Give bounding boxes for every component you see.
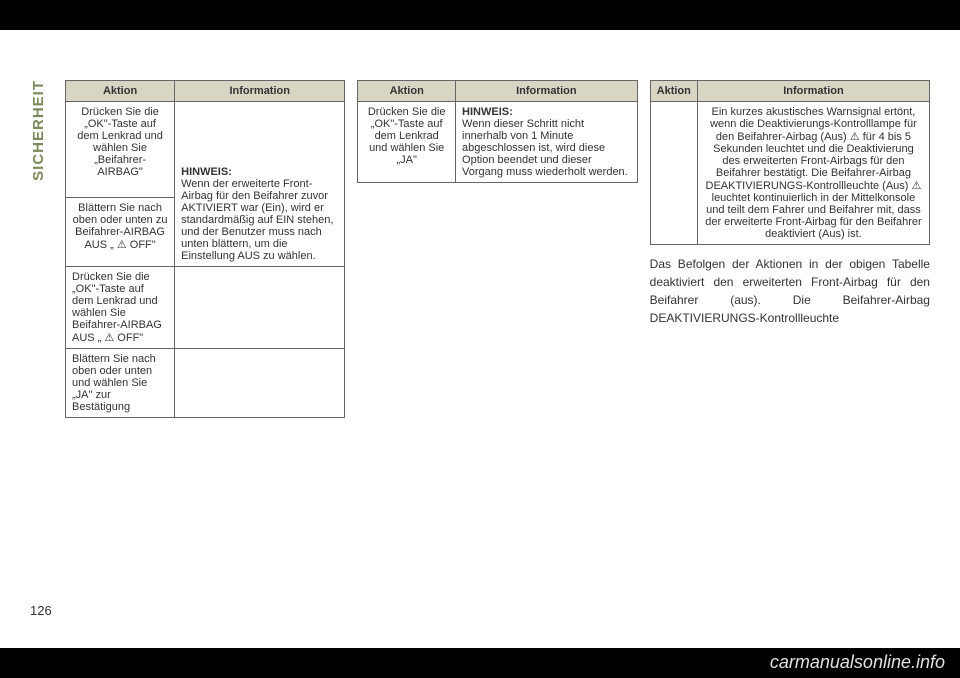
info-cell: Ein kurzes akustisches Warnsignal ertönt… [697, 102, 929, 245]
info-cell: HINWEIS: Wenn der erweiterte Front-Airba… [175, 102, 345, 267]
column-2: Aktion Information Drücken Sie die „OK"-… [357, 80, 637, 418]
col-header-information: Information [456, 81, 638, 102]
aktion-cell: Drücken Sie die „OK"-Taste auf dem Lenkr… [358, 102, 456, 183]
col-header-aktion: Aktion [66, 81, 175, 102]
manual-page: SICHERHEIT Aktion Information Drücken Si… [0, 30, 960, 648]
hinweis-label: HINWEIS: [462, 106, 513, 118]
table-2: Aktion Information Drücken Sie die „OK"-… [357, 80, 637, 183]
col-header-information: Information [175, 81, 345, 102]
col-header-information: Information [697, 81, 929, 102]
table-3: Aktion Information Ein kurzes akustische… [650, 80, 930, 245]
content-columns: Aktion Information Drücken Sie die „OK"-… [65, 80, 930, 418]
table-header-row: Aktion Information [650, 81, 929, 102]
info-cell: HINWEIS: Wenn dieser Schritt nicht inner… [456, 102, 638, 183]
hinweis-label: HINWEIS: [181, 166, 232, 178]
page-number: 126 [30, 603, 52, 618]
section-label: SICHERHEIT [30, 80, 47, 181]
info-cell [175, 267, 345, 349]
aktion-cell: Drücken Sie die „OK"-Taste auf dem Lenkr… [66, 102, 175, 198]
info-cell [175, 349, 345, 418]
table-header-row: Aktion Information [66, 81, 345, 102]
aktion-cell [650, 102, 697, 245]
table-row: Blättern Sie nach oben oder unten und wä… [66, 349, 345, 418]
table-header-row: Aktion Information [358, 81, 637, 102]
info-text: Wenn der erweiterte Front-Airbag für den… [181, 178, 333, 262]
aktion-cell: Drücken Sie die „OK"-Taste auf dem Lenkr… [66, 267, 175, 349]
watermark: carmanualsonline.info [770, 652, 945, 673]
col-header-aktion: Aktion [358, 81, 456, 102]
aktion-cell: Blättern Sie nach oben oder unten und wä… [66, 349, 175, 418]
table-row: Drücken Sie die „OK"-Taste auf dem Lenkr… [358, 102, 637, 183]
table-row: Drücken Sie die „OK"-Taste auf dem Lenkr… [66, 102, 345, 198]
aktion-cell: Blättern Sie nach oben oder unten zu Bei… [66, 198, 175, 267]
info-text: Wenn dieser Schritt nicht innerhalb von … [462, 118, 628, 178]
column-3: Aktion Information Ein kurzes akustische… [650, 80, 930, 418]
table-1: Aktion Information Drücken Sie die „OK"-… [65, 80, 345, 418]
column-1: Aktion Information Drücken Sie die „OK"-… [65, 80, 345, 418]
table-row: Drücken Sie die „OK"-Taste auf dem Lenkr… [66, 267, 345, 349]
table-row: Ein kurzes akustisches Warnsignal ertönt… [650, 102, 929, 245]
col-header-aktion: Aktion [650, 81, 697, 102]
body-paragraph: Das Befolgen der Aktionen in der obigen … [650, 255, 930, 327]
